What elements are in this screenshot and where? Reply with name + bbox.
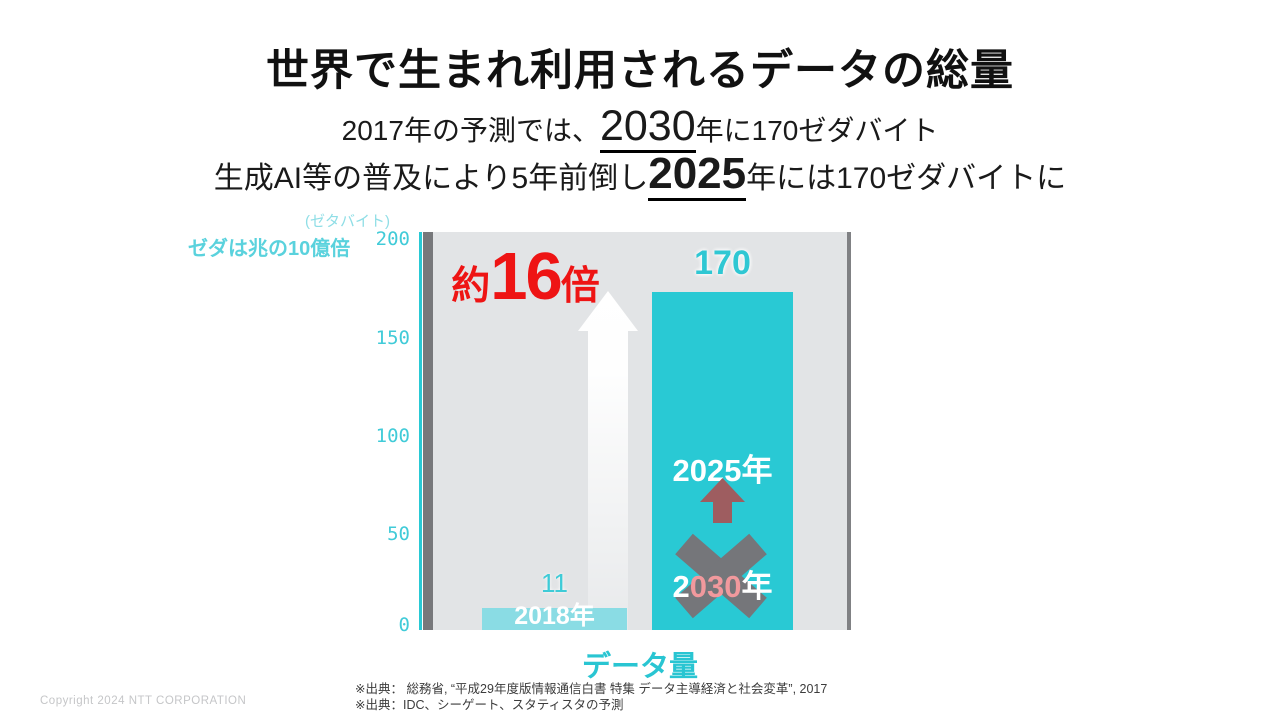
y-axis-line — [419, 232, 422, 630]
subtitle1-post: 年に170ゼダバイト — [695, 115, 939, 146]
bar-2018-value: 11 — [541, 568, 568, 598]
copyright-text: Copyright 2024 NTT CORPORATION — [40, 695, 247, 707]
y-tick-100: 100 — [375, 425, 410, 447]
subtitle2-pre: 生成AI等の普及により5年前倒し — [213, 162, 649, 195]
source-note-1: ※出典： 総務省, “平成29年度版情報通信白書 特集 データ主導経済と社会変革… — [355, 682, 828, 696]
source-notes: ※出典： 総務省, “平成29年度版情報通信白書 特集 データ主導経済と社会変革… — [355, 681, 827, 713]
subtitle2-year-2025: 2025 — [648, 149, 747, 201]
crossed-year-part1: 2 — [672, 569, 690, 604]
subtitle-line-2: 生成AI等の普及により5年前倒し2025年には170ゼダバイトに — [0, 149, 1280, 201]
x-axis-label: データ量 — [581, 651, 698, 683]
small-up-arrow-icon — [700, 478, 745, 523]
y-axis-shadow-bar — [423, 232, 433, 630]
plot-right-border — [847, 232, 851, 630]
bar-2018-label: 2018年 — [514, 602, 595, 630]
subtitle2-post: 年には170ゼダバイトに — [746, 162, 1067, 195]
times-post: 倍 — [560, 265, 600, 308]
y-axis-unit-note: ゼダは兆の10億倍 — [188, 238, 351, 260]
times-annotation: 約16倍 — [433, 238, 618, 315]
crossed-year-part3: 年 — [741, 569, 773, 604]
times-number: 16 — [490, 239, 563, 314]
page-title: 世界で生まれ利用されるデータの総量 — [266, 47, 1014, 95]
subtitle1-pre: 2017年の予測では、 — [341, 115, 600, 146]
subtitle-line-1: 2017年の予測では、2030年に170ゼダバイト — [0, 102, 1280, 153]
times-pre: 約 — [451, 265, 491, 308]
crossed-year-part2: 030 — [689, 569, 742, 604]
bar-2030-crossed-label: 2030年 — [640, 561, 805, 606]
y-tick-200: 200 — [375, 228, 410, 250]
subtitle1-year-2030: 2030 — [599, 102, 696, 153]
y-tick-0: 0 — [398, 614, 410, 636]
source-note-2: ※出典：IDC、シーゲート、スタティスタの予測 — [355, 698, 624, 712]
cross-out-icon — [671, 533, 771, 619]
y-axis-unit-label: (ゼタバイト) — [305, 213, 390, 230]
bar-2025-value: 170 — [694, 244, 751, 282]
y-tick-50: 50 — [387, 523, 410, 545]
y-tick-150: 150 — [375, 327, 410, 349]
bar-2018 — [482, 608, 627, 630]
growth-arrow-icon — [578, 291, 638, 630]
